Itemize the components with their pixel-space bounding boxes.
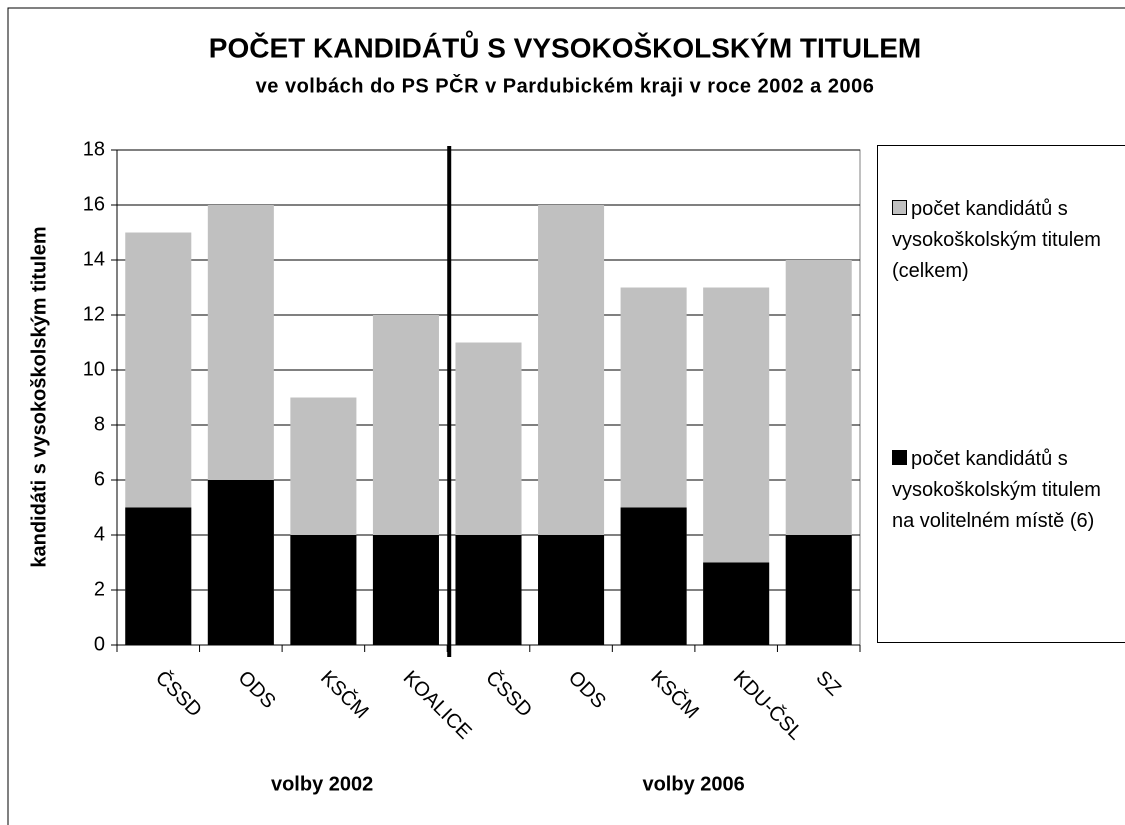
- bar: [290, 535, 357, 645]
- legend-label: počet kandidátů s vysokoškolským titulem…: [892, 448, 1101, 532]
- y-tick-label: 18: [83, 138, 105, 160]
- group-label: volby 2006: [642, 773, 744, 795]
- legend-label: počet kandidátů s vysokoškolským titulem…: [892, 198, 1101, 282]
- group-label: volby 2002: [271, 773, 373, 795]
- legend-swatch: [892, 200, 907, 215]
- bar: [620, 507, 687, 645]
- y-tick-label: 8: [94, 413, 105, 435]
- bar: [703, 562, 770, 645]
- y-tick-label: 0: [94, 633, 105, 655]
- bar: [538, 535, 605, 645]
- bar: [207, 480, 274, 645]
- y-tick-label: 4: [94, 523, 105, 545]
- legend: počet kandidátů s vysokoškolským titulem…: [877, 145, 1125, 643]
- bar: [372, 535, 439, 645]
- legend-entry: počet kandidátů s vysokoškolským titulem…: [892, 194, 1125, 287]
- legend-swatch: [892, 450, 907, 465]
- y-axis-label: kandidáti s vysokoškolským titulem: [28, 226, 50, 567]
- y-tick-label: 16: [83, 193, 105, 215]
- y-tick-label: 6: [94, 468, 105, 490]
- y-tick-label: 2: [94, 578, 105, 600]
- bar: [785, 535, 852, 645]
- chart-subtitle: ve volbách do PS PČR v Pardubickém kraji…: [256, 73, 875, 97]
- y-tick-label: 10: [83, 358, 105, 380]
- legend-entry: počet kandidátů s vysokoškolským titulem…: [892, 444, 1125, 537]
- bar: [125, 507, 192, 645]
- bar: [455, 535, 522, 645]
- chart-title: POČET KANDIDÁTŮ S VYSOKOŠKOLSKÝM TITULEM: [209, 30, 921, 63]
- y-tick-label: 12: [83, 303, 105, 325]
- y-tick-label: 14: [83, 248, 105, 270]
